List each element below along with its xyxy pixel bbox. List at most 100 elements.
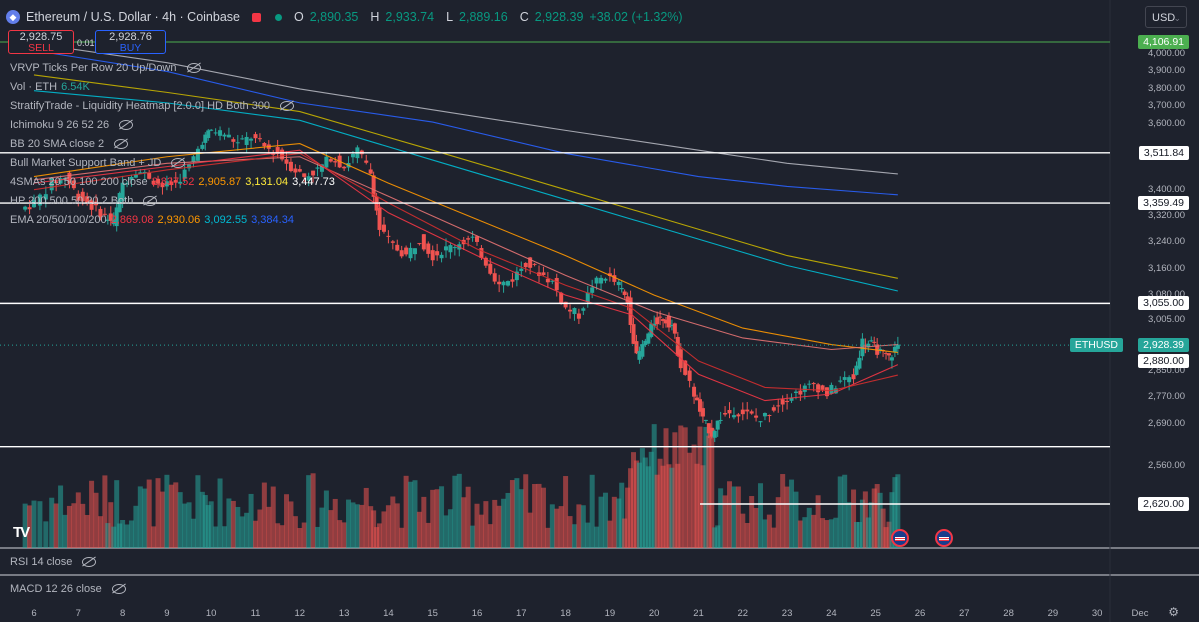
candle — [439, 254, 444, 259]
eye-hidden-icon[interactable] — [171, 158, 186, 168]
x-axis-tick: 20 — [648, 608, 660, 619]
indicator-legend[interactable]: 4SMAs 20 50 100 200 close 2,837.52 2,905.8… — [10, 176, 335, 188]
price-label[interactable]: 3,511.84 — [1138, 145, 1189, 160]
volume-bar — [22, 503, 28, 548]
rsi-pane-legend[interactable]: RSI 14 close — [10, 556, 97, 568]
currency-select[interactable]: USD ⌄ — [1145, 6, 1187, 28]
eye-hidden-icon[interactable] — [111, 584, 126, 594]
symbol-title[interactable]: Ethereum / U.S. Dollar · 4h · Coinbase — [26, 10, 240, 24]
y-axis-tick: 2,560.00 — [1148, 460, 1185, 472]
indicator-legend[interactable]: Ichimoku 9 26 52 26 — [10, 119, 134, 131]
candle — [718, 419, 723, 421]
volume-bar — [350, 502, 356, 548]
indicator-legend[interactable]: StratifyTrade - Liquidity Heatmap [2.0.0… — [10, 100, 295, 112]
price-label[interactable]: 2,928.39 — [1138, 338, 1189, 353]
eye-hidden-icon[interactable] — [82, 557, 97, 567]
indicator-legend[interactable]: VRVP Ticks Per Row 20 Up/Down — [10, 62, 201, 74]
us-flag-event-icon[interactable] — [891, 529, 909, 547]
volume-bar — [483, 501, 489, 548]
sell-label: SELL — [28, 42, 54, 54]
eye-hidden-icon[interactable] — [186, 63, 201, 73]
indicator-legend[interactable]: HP 200 500 50 20 2 Both — [10, 195, 158, 207]
candle — [749, 411, 754, 414]
candle — [872, 341, 877, 343]
indicator-value: 2,869.08 — [110, 214, 154, 226]
price-label[interactable]: 2,880.00 — [1138, 354, 1189, 369]
gear-icon[interactable]: ⚙ — [1168, 605, 1179, 619]
volume-bar — [611, 496, 617, 548]
volume-bar — [762, 519, 768, 548]
volume-bar — [706, 435, 712, 548]
candle — [253, 134, 258, 139]
volume-bar — [727, 481, 733, 548]
volume-bar — [856, 522, 862, 548]
sell-price: 2,928.75 — [19, 31, 63, 43]
indicator-legend[interactable]: Vol · ETH 6.54K — [10, 81, 90, 93]
eye-hidden-icon[interactable] — [280, 101, 295, 111]
candle — [854, 365, 859, 375]
price-label[interactable]: 3,055.00 — [1138, 296, 1189, 311]
volume-bar — [354, 504, 360, 548]
candle — [80, 191, 85, 202]
candle — [85, 196, 90, 204]
volume-bar — [871, 488, 877, 548]
candle — [754, 415, 759, 418]
market-status-icon[interactable] — [251, 12, 261, 22]
volume-bar — [766, 514, 772, 548]
volume-bar — [833, 517, 839, 548]
volume-bar — [425, 522, 431, 548]
candle — [643, 340, 648, 346]
volume-bar — [660, 465, 666, 548]
candle — [895, 344, 900, 349]
eye-hidden-icon[interactable] — [143, 196, 158, 206]
volume-bar — [631, 452, 637, 548]
volume-bar — [151, 526, 157, 548]
macd-pane-legend[interactable]: MACD 12 26 close — [10, 583, 126, 595]
candle — [408, 247, 413, 259]
candle — [523, 262, 528, 268]
volume-bar — [146, 479, 152, 548]
candle — [661, 319, 666, 321]
candle — [71, 180, 76, 189]
candle — [262, 143, 267, 147]
volume-bar — [859, 499, 865, 548]
candle — [528, 257, 533, 268]
indicator-legend[interactable]: EMA 20/50/100/200 2,869.08 2,930.06 3,092.5… — [10, 214, 294, 226]
buy-button[interactable]: 2,928.76 BUY — [95, 30, 166, 54]
eye-hidden-icon[interactable] — [119, 120, 134, 130]
volume-bar — [811, 514, 817, 548]
tradingview-logo-icon[interactable]: TV — [13, 524, 30, 541]
candle — [497, 281, 502, 285]
us-flag-event-icon[interactable] — [935, 529, 953, 547]
volume-bar — [439, 486, 445, 548]
volume-bar — [27, 505, 33, 548]
candle — [235, 142, 240, 144]
y-axis-tick: 3,600.00 — [1148, 117, 1185, 129]
volume-bar — [715, 525, 721, 548]
price-label[interactable]: 3,359.49 — [1138, 196, 1189, 211]
rsi-label: RSI 14 close — [10, 556, 73, 568]
price-label[interactable]: 2,620.00 — [1138, 497, 1189, 511]
candle — [138, 172, 143, 174]
indicator-legend[interactable]: BB 20 SMA close 2 — [10, 138, 129, 150]
candle — [328, 159, 333, 162]
volume-bar — [654, 474, 660, 548]
price-label[interactable]: 4,106.91 — [1138, 35, 1189, 49]
volume-bar — [722, 495, 728, 548]
candle — [417, 243, 422, 245]
candle — [603, 278, 608, 281]
volume-bar — [337, 520, 343, 548]
sell-button[interactable]: 2,928.75 SELL — [8, 30, 74, 54]
candle — [811, 383, 816, 385]
volume-bar — [199, 491, 205, 548]
candle — [658, 316, 663, 318]
indicator-legend[interactable]: Bull Market Support Band + JD — [10, 157, 186, 169]
eye-hidden-icon[interactable] — [114, 139, 129, 149]
volume-bar — [636, 462, 642, 548]
x-axis-tick: 17 — [516, 608, 527, 619]
candle — [683, 360, 688, 375]
volume-bar — [102, 475, 108, 548]
y-axis-tick: 3,700.00 — [1148, 100, 1185, 112]
volume-bar — [775, 497, 781, 548]
